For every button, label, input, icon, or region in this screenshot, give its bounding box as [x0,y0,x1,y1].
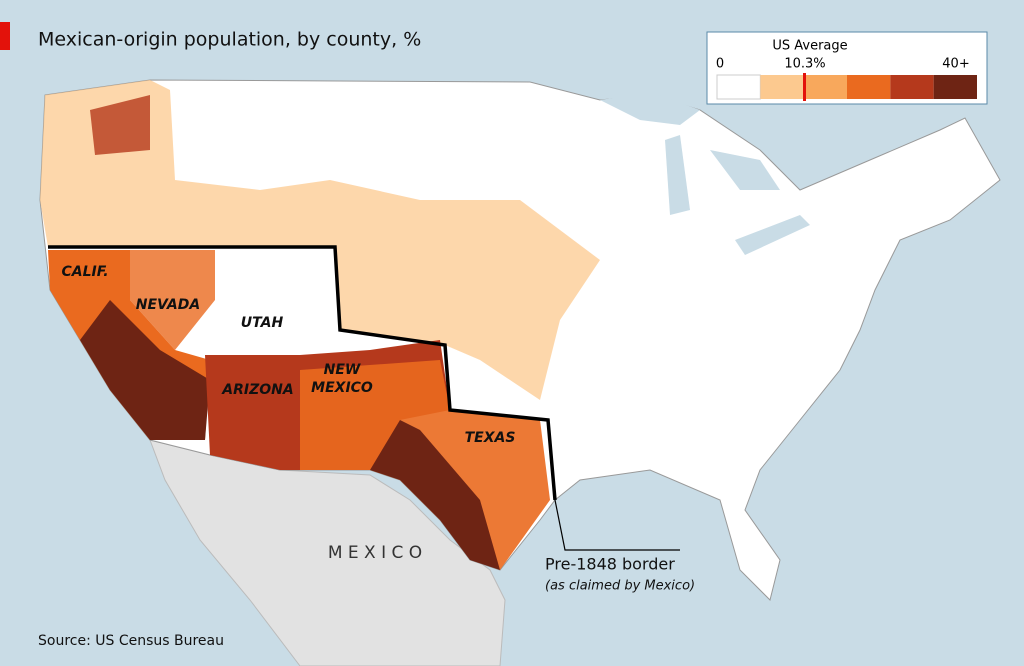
legend-swatch [803,75,847,99]
title: Mexican-origin population, by county, % [38,29,421,51]
south-texas-shading [370,420,500,570]
state-label: NEVADA [136,297,200,313]
state-label: ARIZONA [221,382,293,398]
annotation-leader [554,499,680,551]
source: Source: US Census Bureau [38,633,224,649]
state-label: TEXAS [465,430,516,446]
legend-title: US Average [772,39,847,54]
lake-erie [735,215,810,255]
mexico-land [149,439,506,666]
lake-michigan [665,135,690,215]
lake-superior [600,92,700,125]
state-label: UTAH [241,315,284,331]
legend-average: 10.3% [784,57,825,72]
legend-swatch [716,74,761,100]
state-label: MEXICO [311,380,373,396]
light-shading [40,80,600,400]
pre-1848-border [48,245,557,501]
lake-huron [710,150,780,190]
header-tag [0,22,10,50]
legend-swatch [760,75,804,99]
legend-swatch [847,75,891,99]
nevada-shading [130,250,215,350]
legend-max: 40+ [942,57,969,72]
country-label: M E X I C O [328,543,422,563]
legend-average-marker [803,73,806,101]
socal-shading [80,300,210,440]
state-label: CALIF. [61,264,108,280]
state-label: NEW [324,362,361,378]
legend-swatch [890,75,934,99]
annotation-subtitle: (as claimed by Mexico) [545,579,695,594]
annotation-title: Pre-1848 border [545,555,675,574]
state-labels: CALIF. NEVADA UTAH ARIZONA NEW MEXICO TEXAS [61,264,515,446]
legend: US Average 0 10.3% 40+ [706,31,988,105]
legend-swatch [933,75,977,99]
washington-shading [90,95,150,155]
legend-min: 0 [716,57,724,72]
